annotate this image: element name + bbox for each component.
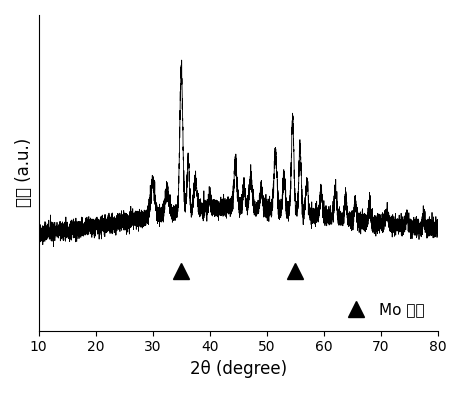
X-axis label: 2θ (degree): 2θ (degree)	[190, 360, 287, 378]
Legend: Mo 掺杂: Mo 掺杂	[334, 296, 431, 323]
Y-axis label: 强度 (a.u.): 强度 (a.u.)	[15, 138, 33, 208]
